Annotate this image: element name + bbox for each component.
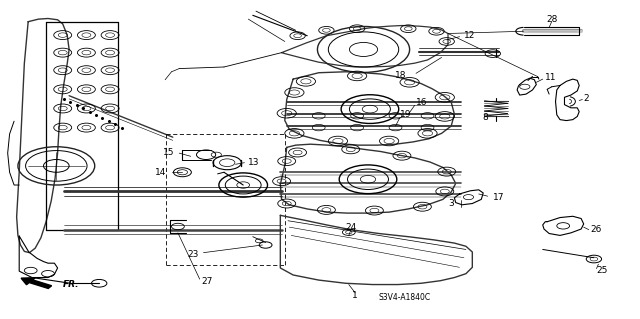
Text: FR.: FR. [63,280,79,289]
Text: 2: 2 [584,94,589,103]
Text: 24: 24 [345,223,356,232]
Text: 25: 25 [596,266,607,275]
Text: 17: 17 [493,193,504,202]
Text: 18: 18 [395,71,406,80]
Text: 26: 26 [590,225,602,234]
FancyArrow shape [21,278,52,288]
Text: S3V4-A1840C: S3V4-A1840C [378,293,431,302]
Text: 13: 13 [248,158,260,167]
Text: 3: 3 [449,199,454,208]
Text: 14: 14 [155,168,166,177]
Text: 15: 15 [163,148,174,157]
Text: 8: 8 [482,113,488,122]
Text: 27: 27 [202,277,213,286]
Text: 23: 23 [187,250,198,259]
Text: 12: 12 [464,31,476,40]
Text: 1: 1 [353,291,358,300]
Text: 28: 28 [546,15,557,24]
Text: 16: 16 [416,98,428,107]
Text: 19: 19 [400,110,412,119]
Text: 11: 11 [545,73,557,82]
